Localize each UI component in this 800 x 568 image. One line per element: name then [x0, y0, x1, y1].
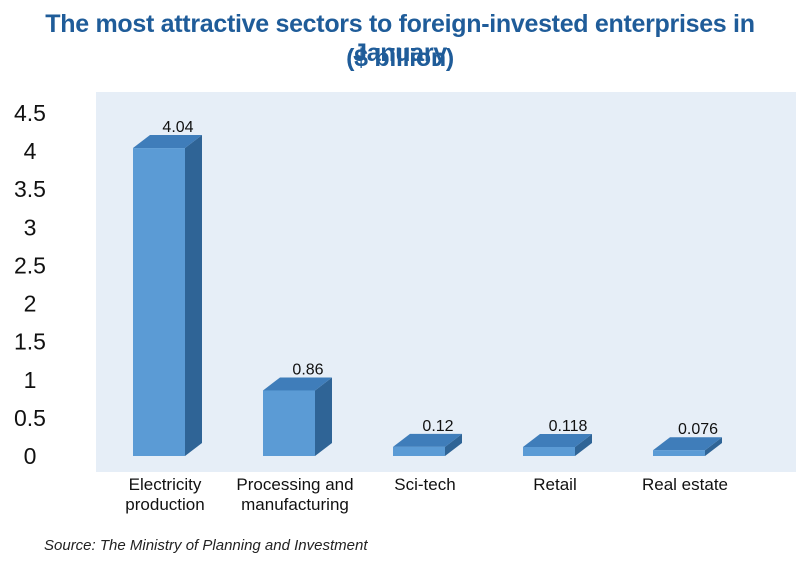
bar-top: [393, 433, 462, 447]
y-tick-label: 0: [24, 443, 37, 469]
x-tick-label: Sci-tech: [394, 475, 455, 494]
bar-side: [705, 437, 722, 456]
bar: [653, 450, 705, 456]
data-label: 4.04: [162, 119, 193, 136]
y-tick-label: 2: [24, 291, 37, 317]
bar-top: [263, 377, 332, 391]
y-tick-label: 1.5: [14, 329, 46, 355]
y-tick-label: 3: [24, 214, 37, 240]
chart-title: The most attractive sectors to foreign-i…: [45, 10, 755, 67]
data-label: 0.86: [292, 361, 323, 378]
y-tick-label: 3.5: [14, 176, 46, 202]
y-tick-label: 4.5: [14, 100, 46, 126]
bar: [523, 447, 575, 456]
bar-side: [315, 377, 332, 456]
bar-side: [185, 135, 202, 456]
y-tick-label: 1: [24, 367, 37, 393]
y-tick-label: 0.5: [14, 405, 46, 431]
x-tick-label: Processing and manufacturing: [236, 475, 353, 514]
bar: [133, 148, 185, 456]
chart-subtitle: ($ billion): [346, 44, 454, 72]
x-tick-label: Electricity production: [125, 475, 204, 514]
bar-top: [133, 135, 202, 149]
x-tick-label: Real estate: [642, 475, 728, 494]
data-label: 0.076: [678, 421, 718, 438]
y-tick-label: 2.5: [14, 252, 46, 278]
bar-top: [523, 434, 592, 448]
bar: [393, 446, 445, 456]
bar-top: [653, 437, 722, 451]
source-note: Source: The Ministry of Planning and Inv…: [44, 537, 368, 554]
bar-side: [445, 433, 462, 456]
plot-area: [96, 92, 796, 472]
y-tick-label: 4: [24, 138, 37, 164]
bar-side: [575, 434, 592, 456]
data-label: 0.118: [549, 418, 588, 435]
data-label: 0.12: [422, 418, 453, 435]
x-tick-label: Retail: [533, 475, 576, 494]
bar: [263, 390, 315, 456]
